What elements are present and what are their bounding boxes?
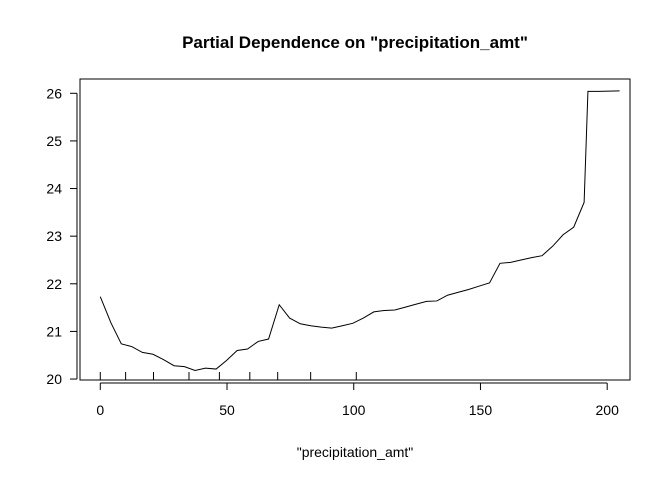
x-tick-label: 50 — [219, 402, 235, 418]
plot-frame — [79, 78, 631, 381]
x-axis-label: "precipitation_amt" — [297, 444, 414, 460]
series-line — [99, 90, 620, 371]
x-tick-label: 200 — [596, 402, 620, 418]
rug-marks — [99, 372, 357, 380]
y-axis: 20 21 22 23 24 25 26 — [46, 85, 78, 387]
x-tick-label: 150 — [469, 402, 493, 418]
chart-title: Partial Dependence on "precipitation_amt… — [182, 33, 528, 52]
y-tick-label: 21 — [46, 323, 62, 339]
y-tick-label: 24 — [46, 181, 62, 197]
x-tick-label: 100 — [342, 402, 366, 418]
y-tick-label: 23 — [46, 228, 62, 244]
y-tick-label: 20 — [46, 371, 62, 387]
x-tick-label: 0 — [96, 402, 104, 418]
y-tick-label: 22 — [46, 276, 62, 292]
y-tick-label: 26 — [46, 85, 62, 101]
x-axis: 0 50 100 150 200 — [96, 382, 620, 418]
y-tick-label: 25 — [46, 133, 62, 149]
